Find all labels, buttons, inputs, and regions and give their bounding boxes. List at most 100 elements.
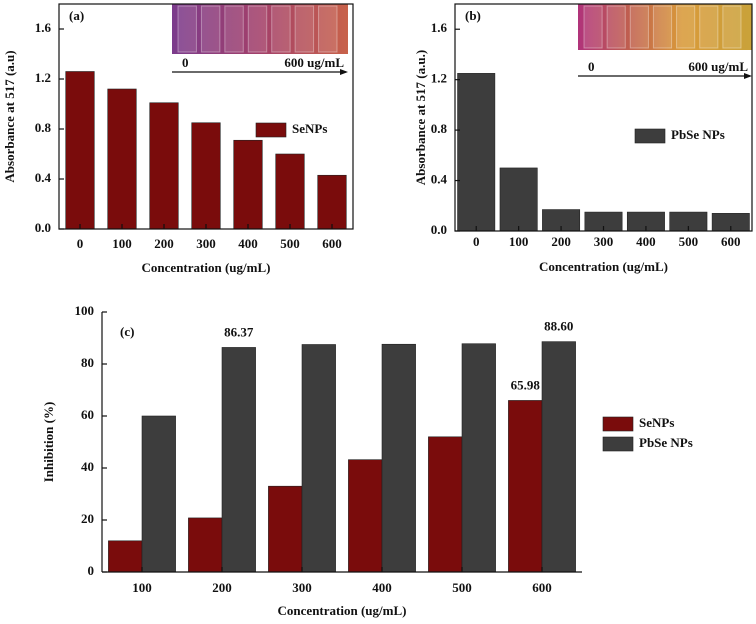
bar	[457, 73, 496, 232]
inset-label: 0	[182, 55, 189, 70]
x-tick-label: 200	[551, 234, 571, 249]
x-tick-label: 600	[721, 234, 741, 249]
legend-label: SeNPs	[639, 415, 674, 430]
y-tick-label: 1.6	[35, 20, 52, 35]
arrow-head	[744, 73, 752, 79]
bar	[188, 517, 223, 573]
x-tick-label: 500	[452, 580, 472, 595]
y-tick-label: 100	[75, 303, 95, 318]
legend-label: PbSe NPs	[671, 127, 725, 142]
tube	[629, 5, 649, 49]
inset-label: 600 ug/mL	[688, 59, 748, 74]
x-tick-label: 200	[212, 580, 232, 595]
panel-label: (a)	[69, 8, 84, 23]
x-tick-label: 200	[154, 236, 174, 251]
tube	[271, 5, 291, 53]
tube	[699, 5, 719, 49]
x-tick-label: 100	[132, 580, 152, 595]
data-label: 86.37	[224, 324, 254, 339]
y-tick-label: 1.6	[431, 20, 448, 35]
y-tick-label: 40	[81, 459, 94, 474]
x-tick-label: 600	[532, 580, 552, 595]
y-tick-label: 0.4	[431, 172, 448, 187]
y-axis-label: Absorbance at 517 (a.u.)	[413, 50, 428, 185]
x-tick-label: 300	[196, 236, 216, 251]
y-tick-label: 0.0	[35, 220, 51, 235]
x-tick-label: 400	[636, 234, 656, 249]
bar	[65, 71, 95, 230]
tube	[177, 5, 197, 53]
y-tick-label: 0.8	[431, 121, 448, 136]
x-tick-label: 600	[322, 236, 342, 251]
tube	[247, 5, 268, 53]
tube	[652, 5, 673, 49]
x-tick-label: 0	[77, 236, 84, 251]
x-tick-label: 0	[473, 234, 480, 249]
legend-swatch	[602, 416, 634, 432]
y-tick-label: 0.0	[431, 222, 447, 237]
inset-label: 600 ug/mL	[284, 55, 344, 70]
bar	[348, 459, 383, 573]
bar	[301, 344, 336, 573]
bar	[233, 139, 263, 230]
bar	[428, 436, 463, 573]
x-tick-label: 300	[292, 580, 312, 595]
legend-swatch	[634, 128, 666, 144]
bar	[191, 122, 221, 230]
inset-label: 0	[588, 59, 595, 74]
y-axis-label: Inhibition (%)	[41, 402, 56, 483]
bar	[499, 167, 538, 232]
x-axis-label: Concentration (ug/mL)	[278, 603, 407, 618]
legend-swatch	[602, 436, 634, 452]
tube	[606, 5, 626, 49]
tube	[722, 5, 742, 49]
y-tick-label: 0	[88, 563, 95, 578]
tube	[294, 5, 315, 53]
y-tick-label: 20	[81, 511, 94, 526]
panel-label: (b)	[465, 8, 481, 23]
y-tick-label: 80	[81, 355, 94, 370]
bar	[221, 347, 256, 573]
x-tick-label: 500	[280, 236, 300, 251]
data-label: 65.98	[511, 377, 541, 392]
x-tick-label: 500	[679, 234, 699, 249]
tube	[200, 5, 221, 53]
inset-photo	[172, 4, 348, 54]
x-tick-label: 100	[509, 234, 529, 249]
tube	[224, 5, 244, 53]
tube	[676, 5, 696, 49]
x-tick-label: 300	[594, 234, 614, 249]
x-tick-label: 400	[238, 236, 258, 251]
bar	[461, 343, 496, 573]
bar	[275, 153, 305, 230]
x-axis-label: Concentration (ug/mL)	[142, 260, 271, 275]
y-tick-label: 1.2	[431, 71, 447, 86]
bar	[541, 341, 576, 573]
bar	[381, 343, 416, 573]
x-tick-label: 100	[112, 236, 132, 251]
x-tick-label: 400	[372, 580, 392, 595]
bar	[149, 102, 179, 230]
arrow-head	[340, 69, 348, 75]
tube	[583, 5, 603, 49]
y-tick-label: 0.8	[35, 120, 52, 135]
legend-label: PbSe NPs	[639, 435, 693, 450]
y-axis-label: Absorbance at 517 (a.u)	[2, 50, 17, 182]
data-label: 88.60	[544, 319, 573, 334]
bar	[107, 88, 137, 230]
legend-swatch	[255, 122, 287, 138]
y-tick-label: 1.2	[35, 70, 51, 85]
panel-label: (c)	[120, 324, 134, 339]
y-tick-label: 60	[81, 407, 94, 422]
bar	[508, 400, 543, 573]
legend-label: SeNPs	[292, 121, 327, 136]
bar	[268, 485, 303, 573]
bar	[317, 174, 347, 230]
x-axis-label: Concentration (ug/mL)	[539, 259, 668, 274]
inset-photo	[578, 4, 752, 50]
y-tick-label: 0.4	[35, 170, 52, 185]
bar	[141, 415, 176, 573]
bar	[108, 540, 143, 573]
tube	[318, 5, 338, 53]
